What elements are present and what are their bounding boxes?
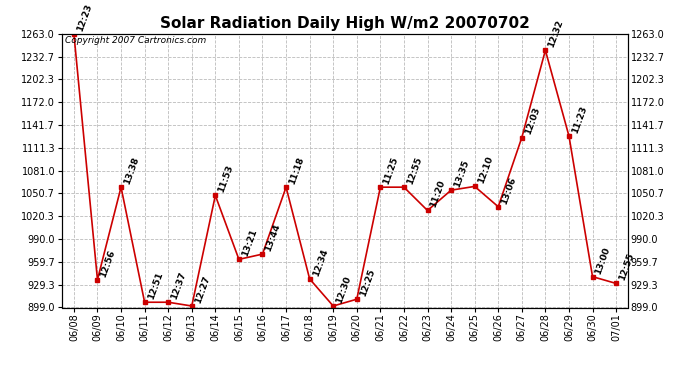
Text: 13:38: 13:38 <box>122 156 141 186</box>
Title: Solar Radiation Daily High W/m2 20070702: Solar Radiation Daily High W/m2 20070702 <box>160 16 530 31</box>
Text: 12:55: 12:55 <box>618 252 635 282</box>
Text: 13:00: 13:00 <box>594 246 612 275</box>
Text: 12:32: 12:32 <box>546 19 565 49</box>
Text: 13:44: 13:44 <box>264 222 282 253</box>
Text: 12:37: 12:37 <box>170 271 188 301</box>
Text: 11:18: 11:18 <box>288 156 306 186</box>
Text: 13:35: 13:35 <box>453 159 471 189</box>
Text: Copyright 2007 Cartronics.com: Copyright 2007 Cartronics.com <box>65 36 206 45</box>
Text: 12:03: 12:03 <box>523 106 542 136</box>
Text: 13:21: 13:21 <box>240 228 259 258</box>
Text: 12:56: 12:56 <box>99 248 117 278</box>
Text: 11:53: 11:53 <box>217 164 235 194</box>
Text: 11:20: 11:20 <box>429 179 447 209</box>
Text: 12:51: 12:51 <box>146 271 164 301</box>
Text: 12:55: 12:55 <box>405 156 424 186</box>
Text: 12:27: 12:27 <box>193 274 211 304</box>
Text: 11:23: 11:23 <box>571 105 589 135</box>
Text: 12:34: 12:34 <box>311 248 329 278</box>
Text: 12:25: 12:25 <box>358 268 377 298</box>
Text: 12:23: 12:23 <box>75 2 94 32</box>
Text: 13:06: 13:06 <box>500 176 518 206</box>
Text: 12:10: 12:10 <box>476 155 494 185</box>
Text: 12:30: 12:30 <box>335 275 353 304</box>
Text: 11:25: 11:25 <box>382 156 400 186</box>
